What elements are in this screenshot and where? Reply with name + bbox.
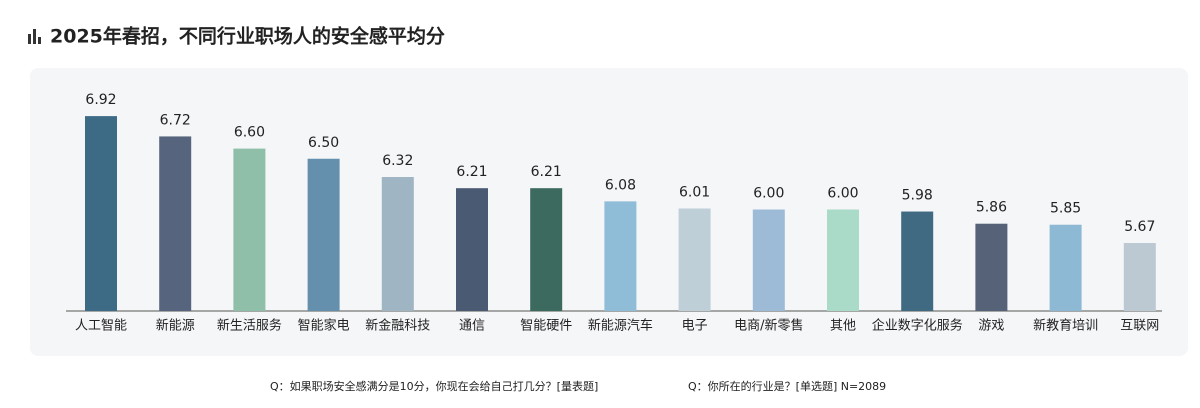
x-tick-label: 新生活服务 [217,318,282,334]
x-tick-label: 新教育培训 [1033,318,1098,334]
value-label: 6.00 [753,186,784,202]
bar [752,209,785,311]
x-tick-label: 互联网 [1120,319,1159,334]
x-tick-label: 电子 [682,319,708,334]
bar [456,188,488,311]
x-tick-label: 游戏 [978,319,1004,334]
x-tick-label: 人工智能 [75,319,127,334]
x-tick-label: 通信 [459,319,485,334]
x-tick-label: 电商/新零售 [734,318,803,334]
footnote: Q：你所在的行业是？[单选题] N=2089 [688,379,886,393]
value-label: 5.86 [976,200,1007,216]
value-label: 6.60 [234,125,265,141]
bar [233,148,266,311]
bar [159,136,192,311]
value-label: 5.98 [902,188,933,204]
bar [307,158,340,311]
value-label: 5.67 [1124,219,1155,235]
bar [975,223,1008,311]
bar [85,116,117,312]
value-label: 6.50 [308,135,339,151]
value-label: 5.85 [1050,201,1081,217]
title-icon [28,29,41,44]
bar [678,208,711,311]
value-label: 6.72 [160,112,191,128]
bar [604,201,637,311]
chart-title: 2025年春招，不同行业职场人的安全感平均分 [50,25,445,48]
bar [381,177,414,311]
bar [827,209,859,311]
value-label: 6.32 [382,153,413,169]
x-tick-label: 智能硬件 [520,319,572,334]
value-label: 6.21 [531,164,562,180]
value-label: 6.21 [456,164,487,180]
x-tick-label: 新能源 [156,318,195,334]
x-tick-label: 企业数字化服务 [872,318,963,334]
x-tick-label: 智能家电 [298,318,350,334]
x-tick-label: 新能源汽车 [588,318,653,334]
value-label: 6.00 [827,186,858,202]
value-label: 6.08 [605,177,636,193]
bar [530,188,563,311]
footnote: Q：如果职场安全感满分是10分，你现在会给自己打几分？[量表题] [270,379,598,393]
x-tick-label: 其他 [830,319,856,334]
bar [901,211,934,311]
value-label: 6.01 [679,184,710,200]
bar [1049,224,1082,311]
bar [1123,242,1156,311]
value-label: 6.92 [85,92,116,108]
x-tick-label: 新金融科技 [365,318,430,334]
